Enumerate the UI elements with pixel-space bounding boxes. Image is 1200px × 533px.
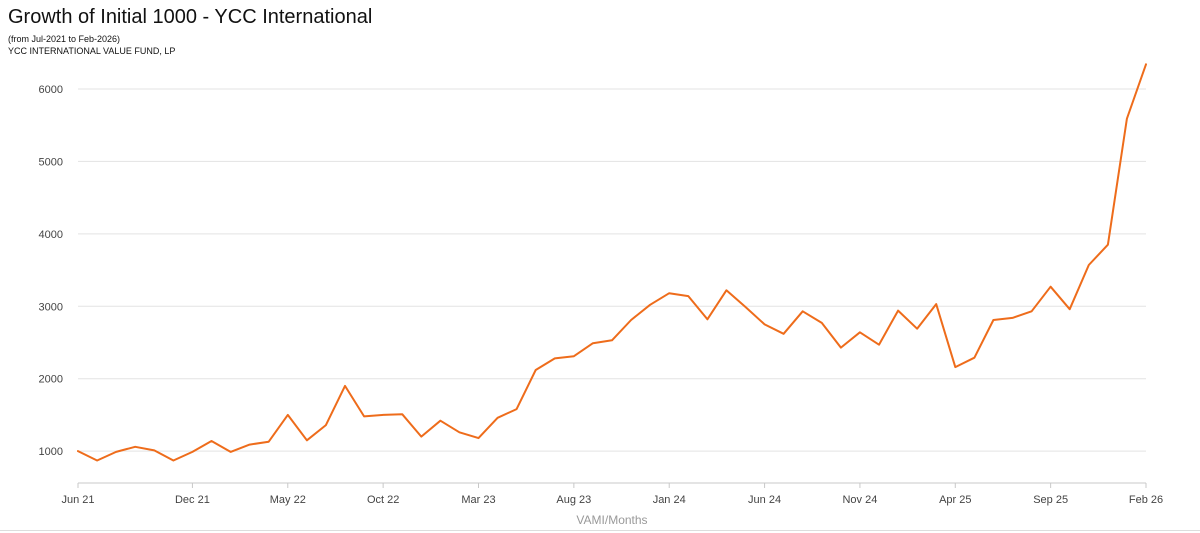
data-point[interactable] bbox=[437, 418, 443, 424]
data-point[interactable] bbox=[495, 415, 501, 421]
y-tick-label: 2000 bbox=[39, 374, 63, 386]
x-tick-label: Sep 25 bbox=[1033, 494, 1068, 506]
data-point[interactable] bbox=[1124, 116, 1130, 122]
data-point[interactable] bbox=[170, 458, 176, 464]
y-tick-label: 5000 bbox=[39, 156, 63, 168]
data-point[interactable] bbox=[380, 412, 386, 418]
data-point[interactable] bbox=[781, 331, 787, 337]
y-tick-label: 1000 bbox=[39, 446, 63, 458]
data-point[interactable] bbox=[323, 422, 329, 428]
data-point[interactable] bbox=[704, 316, 710, 322]
bottom-divider bbox=[0, 530, 1200, 531]
data-point[interactable] bbox=[75, 448, 81, 454]
data-point[interactable] bbox=[933, 301, 939, 307]
fund-name: YCC INTERNATIONAL VALUE FUND, LP bbox=[8, 46, 176, 56]
series-line bbox=[77, 63, 1147, 462]
data-point[interactable] bbox=[838, 345, 844, 351]
data-point[interactable] bbox=[342, 383, 348, 389]
data-point[interactable] bbox=[418, 434, 424, 440]
data-point[interactable] bbox=[399, 411, 405, 417]
chart-title: Growth of Initial 1000 - YCC Internation… bbox=[8, 6, 373, 28]
data-point[interactable] bbox=[456, 429, 462, 435]
data-point[interactable] bbox=[609, 337, 615, 343]
data-point[interactable] bbox=[590, 340, 596, 346]
data-point[interactable] bbox=[990, 317, 996, 323]
data-point[interactable] bbox=[685, 293, 691, 299]
data-point[interactable] bbox=[1029, 308, 1035, 314]
data-point[interactable] bbox=[361, 413, 367, 419]
x-tick-label: Jun 24 bbox=[748, 494, 781, 506]
data-point[interactable] bbox=[228, 449, 234, 455]
data-point[interactable] bbox=[857, 329, 863, 335]
y-tick-label: 4000 bbox=[39, 229, 63, 241]
data-point[interactable] bbox=[743, 304, 749, 310]
x-tick-label: Aug 23 bbox=[556, 494, 591, 506]
data-point[interactable] bbox=[1143, 61, 1149, 67]
data-point[interactable] bbox=[571, 353, 577, 359]
data-point[interactable] bbox=[247, 442, 253, 448]
x-axis: Jun 21 Dec 21 May 22 Oct 22 Mar 23 Aug 23 Jan … bbox=[61, 482, 1163, 506]
data-point[interactable] bbox=[1086, 262, 1092, 268]
data-point[interactable] bbox=[914, 326, 920, 332]
data-point[interactable] bbox=[895, 308, 901, 314]
data-point[interactable] bbox=[304, 437, 310, 443]
x-tick-label: Nov 24 bbox=[842, 494, 877, 506]
y-axis: 1000 2000 3000 4000 5000 6000 bbox=[39, 84, 63, 458]
gridlines bbox=[78, 88, 1146, 452]
data-point[interactable] bbox=[113, 449, 119, 455]
x-tick-label: May 22 bbox=[270, 494, 306, 506]
data-point[interactable] bbox=[723, 287, 729, 293]
data-point[interactable] bbox=[762, 321, 768, 327]
data-point[interactable] bbox=[552, 355, 558, 361]
x-axis-label: VAMI/Months bbox=[576, 513, 647, 527]
data-point[interactable] bbox=[647, 302, 653, 308]
data-point[interactable] bbox=[800, 308, 806, 314]
x-tick-label: Feb 26 bbox=[1129, 494, 1163, 506]
x-tick-label: Oct 22 bbox=[367, 494, 399, 506]
data-point[interactable] bbox=[666, 290, 672, 296]
data-point[interactable] bbox=[952, 364, 958, 370]
data-point[interactable] bbox=[628, 317, 634, 323]
y-tick-label: 6000 bbox=[39, 84, 63, 96]
x-tick-label: Jun 21 bbox=[61, 494, 94, 506]
x-tick-label: Jan 24 bbox=[653, 494, 686, 506]
chart-subtitle: (from Jul-2021 to Feb-2026) bbox=[8, 34, 121, 44]
x-tick-label: Apr 25 bbox=[939, 494, 971, 506]
data-point[interactable] bbox=[476, 435, 482, 441]
data-point[interactable] bbox=[189, 449, 195, 455]
series-layer bbox=[75, 61, 1149, 464]
data-point[interactable] bbox=[1010, 315, 1016, 321]
data-point[interactable] bbox=[209, 438, 215, 444]
data-point[interactable] bbox=[1048, 284, 1054, 290]
data-point[interactable] bbox=[876, 342, 882, 348]
x-tick-label: Mar 23 bbox=[461, 494, 495, 506]
data-point[interactable] bbox=[819, 320, 825, 326]
data-point[interactable] bbox=[1105, 242, 1111, 248]
data-point[interactable] bbox=[1067, 306, 1073, 312]
data-point[interactable] bbox=[151, 447, 157, 453]
data-point[interactable] bbox=[132, 444, 138, 450]
data-point[interactable] bbox=[266, 439, 272, 445]
y-tick-label: 3000 bbox=[39, 301, 63, 313]
data-point[interactable] bbox=[285, 412, 291, 418]
data-point[interactable] bbox=[971, 355, 977, 361]
x-tick-label: Dec 21 bbox=[175, 494, 210, 506]
data-point[interactable] bbox=[94, 458, 100, 464]
data-point[interactable] bbox=[514, 406, 520, 412]
data-point[interactable] bbox=[533, 367, 539, 373]
